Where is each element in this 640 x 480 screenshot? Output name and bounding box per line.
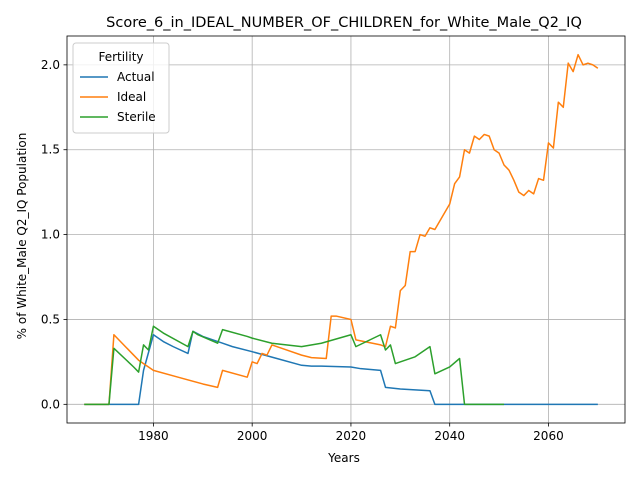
x-axis-label: Years <box>327 451 360 465</box>
legend: Fertility Actual Ideal Sterile <box>72 42 170 134</box>
x-tick-label: 2000 <box>237 429 268 443</box>
legend-label-actual: Actual <box>117 70 155 84</box>
y-tick-label: 0.5 <box>41 312 60 326</box>
x-tick-label: 1980 <box>138 429 169 443</box>
y-tick-label: 1.0 <box>41 228 60 242</box>
x-tick-label: 2060 <box>533 429 564 443</box>
y-tick-label: 2.0 <box>41 58 60 72</box>
legend-title: Fertility <box>98 50 143 64</box>
legend-label-sterile: Sterile <box>117 110 156 124</box>
grid <box>67 36 625 423</box>
x-tick-label: 2020 <box>336 429 367 443</box>
y-tick-label: 1.5 <box>41 143 60 157</box>
x-tick-label: 2040 <box>434 429 465 443</box>
y-ticks: 0.0 0.5 1.0 1.5 2.0 <box>41 58 67 411</box>
y-axis-label: % of White_Male Q2_IQ Population <box>15 133 29 340</box>
legend-box <box>72 42 170 134</box>
legend-label-ideal: Ideal <box>117 90 146 104</box>
plot-frame <box>66 35 626 424</box>
series-lines <box>84 53 599 406</box>
series-line-ideal <box>84 53 599 406</box>
series-line-sterile <box>84 325 505 406</box>
series-line-actual <box>84 330 598 406</box>
y-tick-label: 0.0 <box>41 397 60 411</box>
chart-title: Score_6_in_IDEAL_NUMBER_OF_CHILDREN_for_… <box>106 15 582 31</box>
x-ticks: 1980 2000 2020 2040 2060 <box>138 423 564 443</box>
